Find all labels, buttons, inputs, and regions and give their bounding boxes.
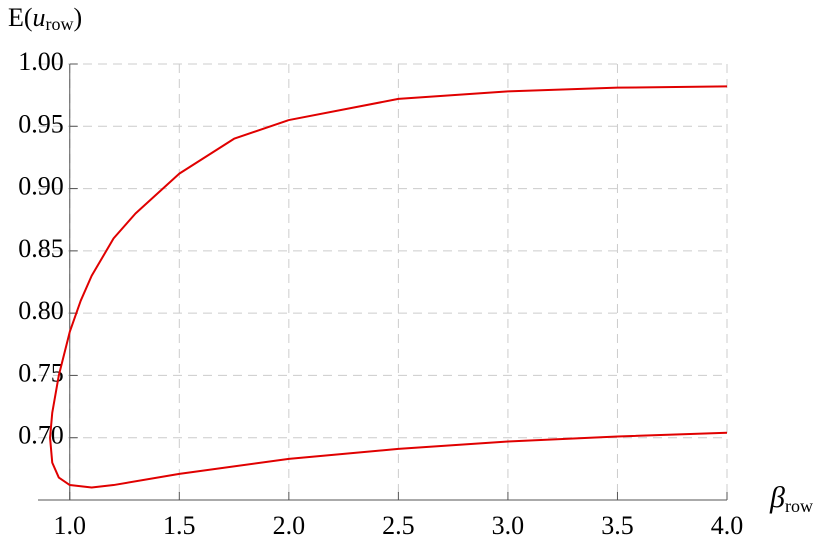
x-tick-label: 3.5: [601, 511, 634, 540]
y-tick-label: 0.90: [18, 172, 64, 201]
y-tick-label: 0.85: [18, 234, 64, 263]
x-tick-label: 3.0: [492, 511, 525, 540]
y-label-sub: row: [46, 14, 74, 34]
y-tick-label: 0.95: [18, 109, 64, 138]
y-label-pre: E(: [8, 3, 33, 32]
x-tick-label: 1.0: [54, 511, 87, 540]
y-tick-label: 0.80: [18, 296, 64, 325]
x-label-var: β: [769, 481, 785, 514]
x-axis-label: βrow: [769, 481, 813, 516]
x-tick-label: 2.5: [382, 511, 415, 540]
x-tick-label: 2.0: [273, 511, 306, 540]
y-tick-label: 0.70: [18, 421, 64, 450]
line: [49, 85, 728, 489]
x-label-sub: row: [785, 496, 813, 516]
y-label-post: ): [74, 3, 83, 32]
x-tick-label: 4.0: [711, 511, 744, 540]
y-tick-label: 0.75: [18, 358, 64, 387]
y-label-var: u: [33, 3, 46, 32]
x-tick-label: 1.5: [163, 511, 196, 540]
y-axis-label: E(urow): [8, 3, 82, 34]
y-tick-label: 1.00: [18, 47, 64, 76]
